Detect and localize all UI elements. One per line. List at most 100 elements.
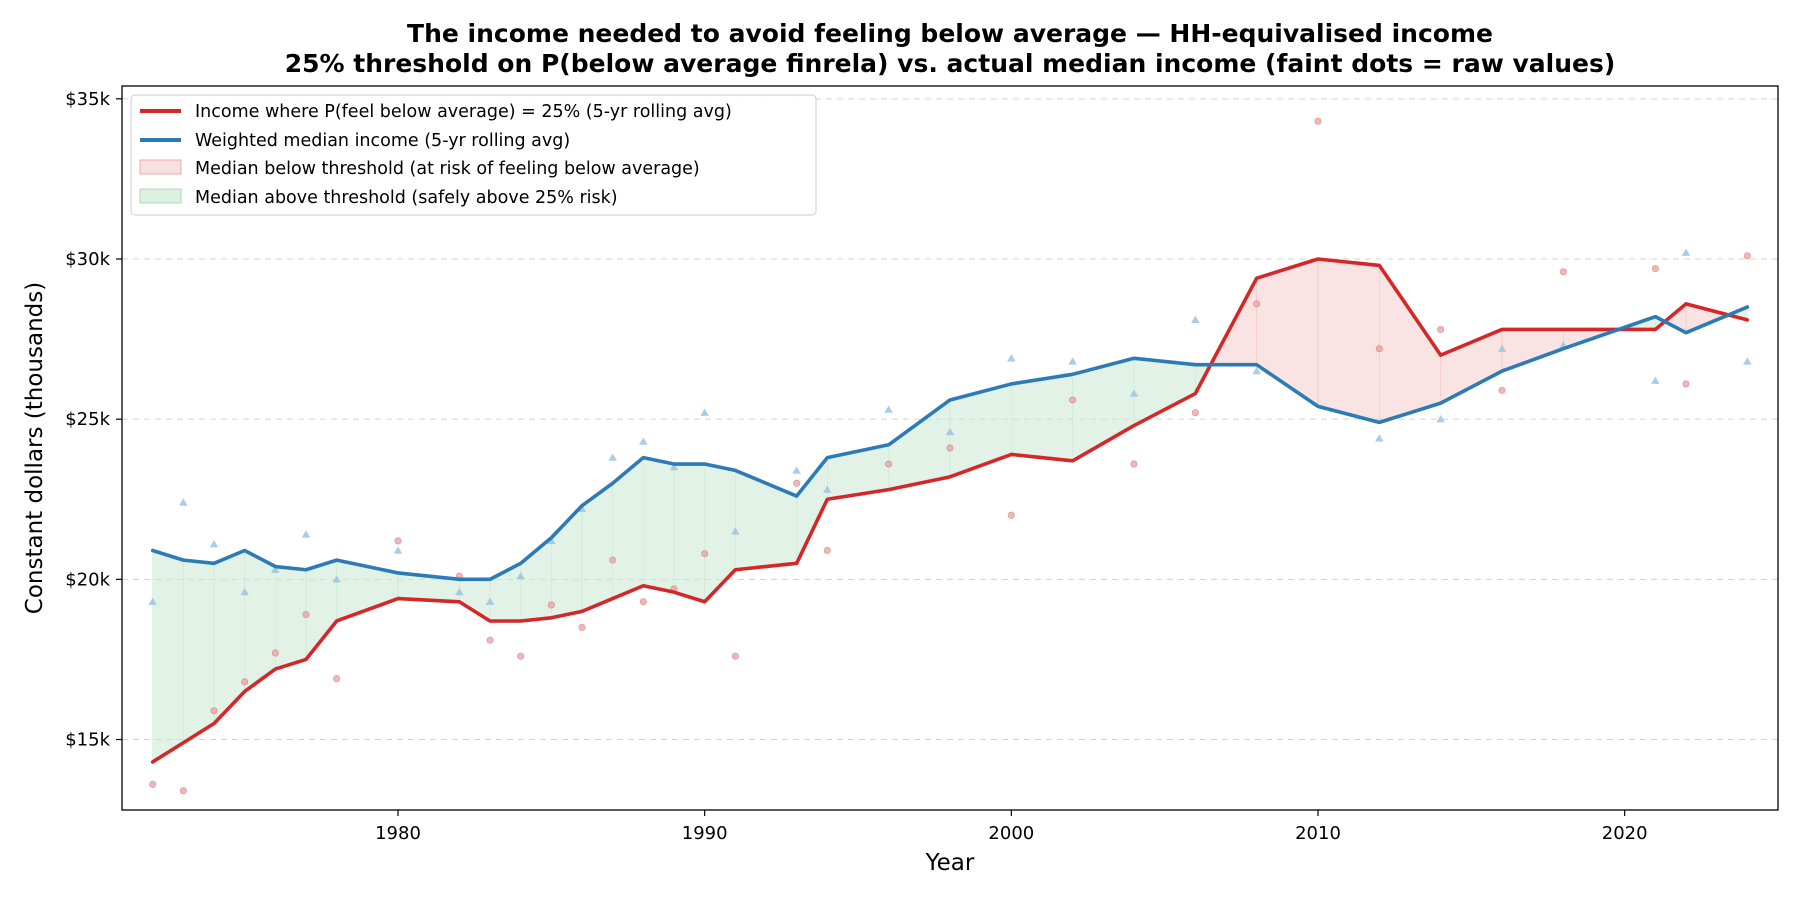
series-lines (150, 257, 1750, 764)
raw-median-marker (639, 437, 648, 445)
raw-threshold-dot (271, 649, 279, 657)
raw-threshold-dot (302, 610, 310, 619)
fill-above-threshold (152, 550, 184, 763)
y-axis-label: Constant dollars (thousands) (22, 282, 48, 614)
raw-threshold-dot (149, 780, 157, 788)
raw-threshold-dot (1743, 252, 1751, 260)
raw-threshold-dot (1651, 265, 1659, 273)
raw-median-marker (1129, 389, 1139, 397)
raw-threshold-dot (1375, 345, 1383, 353)
raw-median-marker (516, 571, 525, 580)
fill-above-threshold (643, 457, 675, 593)
raw-median-marker (1436, 414, 1445, 423)
raw-values (148, 117, 1752, 795)
y-tick-label: $35k (65, 89, 110, 110)
raw-threshold-dot (547, 601, 555, 609)
raw-median-marker (271, 565, 280, 573)
raw-median-marker (148, 597, 157, 605)
raw-threshold-dot (639, 598, 647, 606)
x-tick-label: 1990 (682, 823, 728, 844)
x-tick-label: 2010 (1295, 823, 1341, 844)
raw-median-marker (1375, 434, 1384, 442)
legend-below-label: Median below threshold (at risk of feeli… (195, 159, 700, 179)
x-tick-label: 2000 (988, 823, 1034, 844)
raw-median-marker (1681, 248, 1691, 256)
x-axis-label: Year (925, 850, 975, 876)
raw-median-marker (393, 546, 403, 554)
raw-median-marker (945, 427, 955, 436)
y-tick-label: $30k (65, 249, 110, 270)
raw-median-marker (240, 587, 249, 596)
fill-above-threshold (275, 566, 307, 670)
raw-median-marker (884, 405, 893, 413)
raw-median-marker (485, 597, 495, 605)
raw-median-marker (792, 466, 801, 474)
y-tick-label: $20k (65, 569, 110, 590)
legend-threshold-label: Income where P(feel below average) = 25%… (195, 102, 732, 122)
raw-median-marker (1252, 366, 1261, 375)
raw-threshold-dot (1682, 380, 1690, 388)
plot-frame (121, 85, 1779, 811)
chart-subtitle: 25% threshold on P(below average finrela… (285, 49, 1616, 78)
raw-median-marker (1007, 354, 1016, 362)
raw-median-marker (1743, 357, 1752, 365)
raw-median-marker (179, 498, 188, 506)
raw-threshold-dot (486, 636, 494, 644)
fill-above-threshold (183, 559, 215, 744)
raw-threshold-dot (609, 556, 617, 564)
raw-median-marker (1068, 357, 1077, 365)
raw-threshold-dot (1007, 511, 1015, 519)
threshold-line (150, 257, 1750, 764)
raw-threshold-dot (210, 707, 218, 715)
raw-median-marker (547, 536, 556, 545)
legend-above-swatch (139, 188, 182, 204)
raw-threshold-dot (731, 652, 739, 660)
fill-above-threshold (673, 463, 705, 603)
raw-median-marker (1497, 344, 1507, 352)
raw-median-marker (332, 575, 341, 583)
chart-title: The income needed to avoid feeling below… (407, 19, 1493, 48)
raw-threshold-dot (1498, 386, 1506, 394)
x-tick-label: 2020 (1602, 823, 1648, 844)
raw-threshold-dot (1130, 460, 1138, 468)
raw-threshold-dot (1069, 396, 1077, 404)
raw-median-marker (700, 408, 709, 416)
x-axis-ticks: 1980 1990 2000 2010 2020 (375, 810, 1648, 844)
y-tick-label: $25k (65, 409, 110, 430)
raw-median-marker (608, 453, 617, 461)
raw-threshold-dot (946, 444, 954, 452)
legend-below-swatch (139, 159, 182, 175)
raw-threshold-dot (823, 546, 831, 555)
raw-threshold-dot (793, 479, 801, 487)
raw-threshold-dot (701, 550, 709, 558)
raw-median-marker (669, 463, 679, 471)
raw-median-marker (823, 485, 832, 493)
raw-threshold-dot (179, 787, 187, 795)
raw-median-marker (455, 587, 464, 596)
raw-threshold-dot (394, 537, 402, 545)
raw-median-marker (209, 539, 219, 548)
legend: Income where P(feel below average) = 25%… (130, 94, 817, 216)
y-tick-label: $15k (65, 730, 110, 751)
median-line (150, 305, 1750, 582)
y-axis-ticks: $15k $20k $25k $30k $35k (65, 89, 122, 751)
raw-median-marker (731, 527, 740, 535)
raw-median-marker (1191, 315, 1200, 324)
raw-threshold-dot (517, 652, 525, 660)
legend-box (130, 94, 817, 216)
legend-median-label: Weighted median income (5-yr rolling avg… (195, 131, 570, 151)
raw-threshold-dot (1253, 300, 1261, 308)
legend-above-label: Median above threshold (safely above 25%… (195, 188, 618, 208)
x-tick-label: 1980 (375, 823, 421, 844)
raw-threshold-dot (885, 460, 893, 468)
raw-threshold-dot (1191, 409, 1199, 417)
raw-median-marker (301, 530, 311, 538)
raw-threshold-dot (241, 678, 249, 686)
raw-threshold-dot (333, 675, 341, 683)
raw-threshold-dot (1437, 325, 1445, 334)
raw-threshold-dot (1314, 117, 1322, 125)
raw-threshold-dot (1559, 268, 1567, 276)
fill-below-threshold (1317, 258, 1380, 423)
fill-above-threshold (1011, 373, 1073, 462)
